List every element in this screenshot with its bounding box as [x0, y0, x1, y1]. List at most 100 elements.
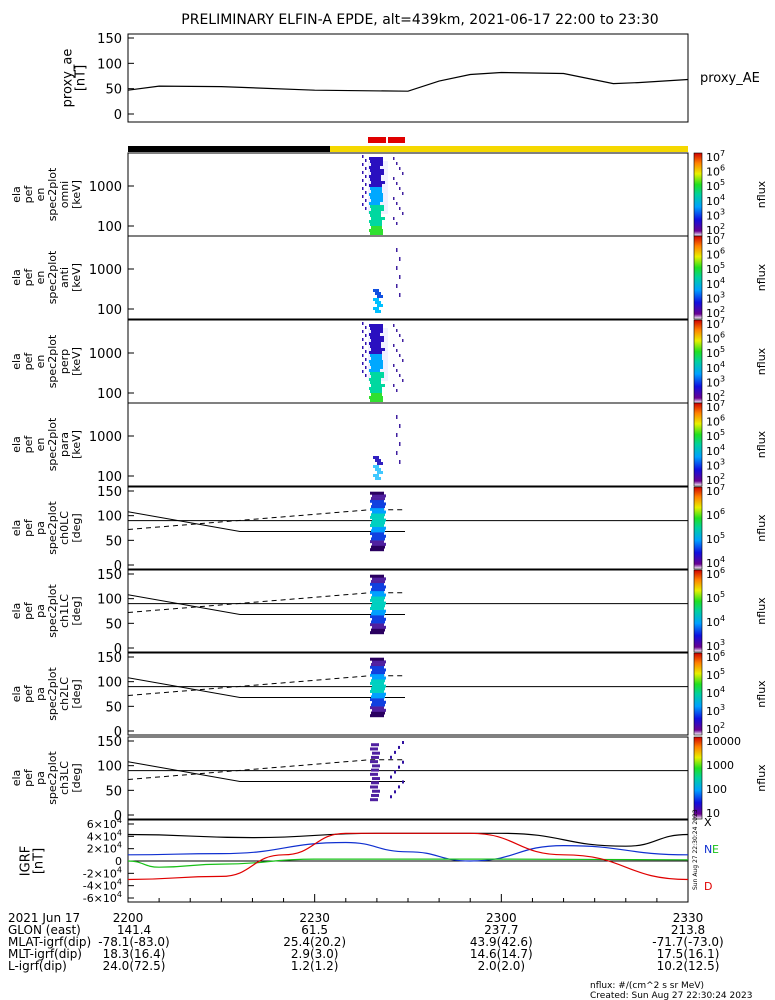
spectrogram-pixel: [371, 393, 382, 396]
colorbar-label: nflux: [755, 180, 768, 208]
spectrogram-pixel: [390, 755, 392, 759]
spectrogram-pixel: [370, 381, 381, 384]
energy-ylabel: elapefenspec2plotanti[keV]: [10, 250, 83, 304]
spectrogram-pixel: [362, 362, 364, 365]
spectrogram-pixel: [399, 354, 401, 357]
spectrogram-pixel: [371, 663, 385, 667]
energy-tick-label: 100: [97, 387, 122, 402]
spectrogram-pixel: [370, 223, 382, 226]
colorbar-6: 103 104 105 106 nflux: [693, 566, 768, 653]
igrf-legend-x: X: [704, 816, 712, 829]
spectrogram-pixel: [372, 668, 386, 672]
spectrogram-pixel: [371, 181, 385, 184]
energy-spectrogram-3: 100 1000 elapefenspec2plotperp[keV]: [10, 319, 689, 404]
figure-title: PRELIMINARY ELFIN-A EPDE, alt=439km, 202…: [181, 12, 658, 28]
spectrogram-pixel: [402, 339, 404, 342]
pitch-angle-spectrogram-4: 0 50 100 150 elapefpaspec2plotch3LC[deg]: [10, 735, 689, 824]
proxy-ae-legend: proxy_AE: [700, 71, 760, 86]
spectrogram-pixel: [373, 465, 379, 468]
spectrogram-pixel: [365, 358, 367, 361]
pa-tick-label: 100: [97, 760, 122, 775]
pa-tick-label: 150: [97, 485, 122, 500]
colorbar-tick-label: 105: [706, 667, 725, 682]
spectrogram-pixel: [371, 217, 385, 220]
energy-ylabel: elapefenspec2plotomni[keV]: [10, 167, 83, 221]
pa-tick-label: 0: [114, 642, 122, 657]
igrf-tick-label: 6×104: [87, 816, 122, 831]
spectrogram-pixel: [370, 214, 381, 217]
spectrogram-pixel: [371, 768, 379, 772]
spectrogram-pixel: [370, 372, 384, 375]
colorbar-tick-label: 104: [706, 614, 725, 629]
spectrogram-pixel: [370, 698, 384, 702]
spectrogram-pixel: [372, 708, 386, 712]
spectrogram-frame: [127, 319, 689, 404]
colorbar-tick-label: 102: [706, 222, 725, 237]
spectrogram-pixel: [362, 203, 364, 206]
colorbar-tick-label: 106: [706, 247, 725, 262]
colorbar-gradient: [693, 319, 703, 404]
spectrogram-pixel: [402, 359, 404, 362]
spectrogram-pixel: [375, 477, 381, 480]
spectrogram-pixel: [373, 307, 379, 310]
row-value: 10.2(12.5): [657, 959, 720, 973]
spectrogram-pixel: [402, 379, 404, 382]
colorbar-tick-label: 106: [706, 566, 725, 581]
spectrogram-pixel: [365, 374, 367, 377]
spectrogram-pixel: [371, 596, 385, 600]
pa-tick-label: 0: [114, 809, 122, 824]
colorbar-tick-label: 107: [706, 232, 725, 247]
time-label: 2230: [299, 911, 330, 925]
spectrogram-pixel: [396, 415, 398, 419]
spectrogram-pixel: [370, 532, 384, 536]
pa-ylabel: elapefpaspec2plotch0LC[deg]: [10, 501, 83, 555]
row-value: -78.1(-83.0): [98, 935, 169, 949]
spectrogram-pixel: [372, 751, 380, 755]
colorbar-tick-label: 107: [706, 483, 725, 498]
spectrogram-pixel: [362, 354, 364, 357]
spectrogram-pixel: [399, 207, 401, 210]
spectrogram-pixel: [370, 205, 384, 208]
spectrogram-pixel: [402, 172, 404, 175]
pa-tick-label: 50: [105, 534, 122, 549]
spectrogram-pixel: [370, 657, 384, 661]
units-note: nflux: #/(cm^2 s sr MeV): [590, 981, 704, 991]
colorbar-tick-label: 102: [706, 721, 725, 736]
spectrogram-pixel: [369, 360, 383, 363]
spectrogram-pixel: [371, 781, 379, 785]
pa-tick-label: 0: [114, 559, 122, 574]
spectrogram-pixel: [394, 770, 396, 774]
spectrogram-pixel: [396, 266, 398, 270]
spectrogram-pixel: [372, 700, 386, 704]
row-value: 14.6(14.7): [470, 947, 533, 961]
created-note: Created: Sun Aug 27 22:30:24 2023: [590, 991, 752, 1000]
colorbar-tick-label: 105: [706, 261, 725, 276]
spectrogram-pixel: [371, 190, 382, 193]
spectrogram-pixel: [371, 357, 382, 360]
colorbar-tick-label: 103: [706, 290, 725, 305]
spectrogram-pixel: [370, 390, 382, 393]
spectrogram-pixel: [373, 298, 379, 301]
spectrogram-pixel: [370, 499, 384, 503]
colorbar-tick-label: 102: [706, 389, 725, 404]
row-value: 17.5(16.1): [657, 947, 720, 961]
igrf-lines: [127, 832, 689, 881]
spectrogram-pixel: [371, 743, 379, 747]
spectrogram-pixel: [396, 369, 398, 372]
spectrogram-pixel: [396, 451, 398, 455]
spectrogram-pixel: [370, 399, 383, 402]
spectrogram-pixel: [399, 334, 401, 337]
spectrogram-pixel: [399, 257, 401, 261]
colorbar-tick-label: 107: [706, 149, 725, 164]
spectrogram-pixel: [370, 363, 383, 366]
ae-tick-label: 0: [114, 108, 122, 123]
spectrogram-pixel: [377, 295, 383, 298]
colorbar-tick-label: 105: [706, 590, 725, 605]
pitch-angle-spectrogram-panels: 0 50 100 150 elapefpaspec2plotch0LC[deg] 0 50 1…: [10, 485, 689, 824]
proxy-ae-ylabel: proxy_ae[nT]: [61, 49, 89, 108]
spectrogram-pixel: [369, 211, 381, 214]
spectrogram-pixel: [370, 706, 384, 710]
spectrogram-pixel: [375, 292, 381, 295]
igrf-tick-label: -2×104: [83, 865, 122, 880]
